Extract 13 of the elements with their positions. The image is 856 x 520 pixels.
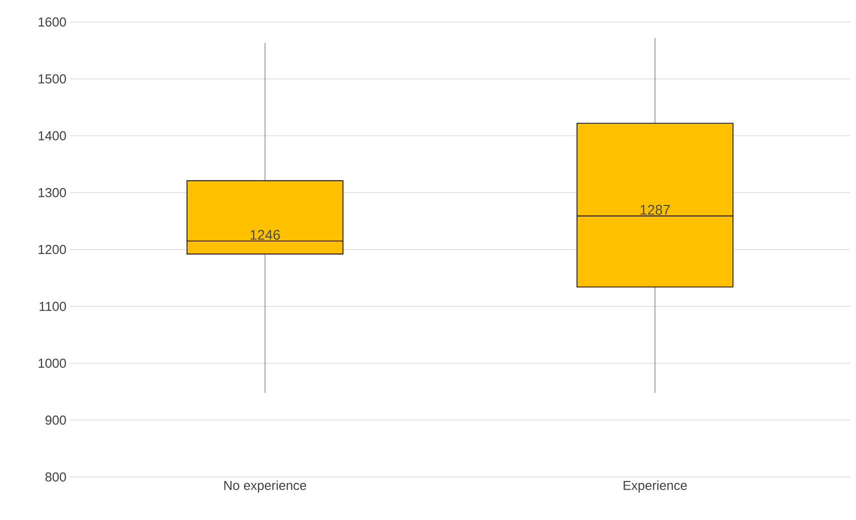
y-tick-label: 1200 bbox=[38, 244, 66, 254]
y-tick-label: 1500 bbox=[38, 74, 66, 84]
x-tick-label: No experience bbox=[224, 480, 306, 493]
y-tick-label: 800 bbox=[45, 472, 66, 482]
text: 1246 bbox=[250, 230, 280, 240]
text: 1287 bbox=[640, 204, 670, 215]
y-tick-label: 1300 bbox=[38, 188, 66, 198]
y-tick-label: 1100 bbox=[40, 302, 66, 311]
y-tick-label: 1600 bbox=[38, 17, 66, 27]
x-tick-label: Experience bbox=[624, 480, 687, 493]
y-tick-label: 1000 bbox=[38, 358, 66, 368]
y-tick-label: 900 bbox=[45, 416, 66, 425]
y-tick-label: 1400 bbox=[38, 131, 66, 140]
